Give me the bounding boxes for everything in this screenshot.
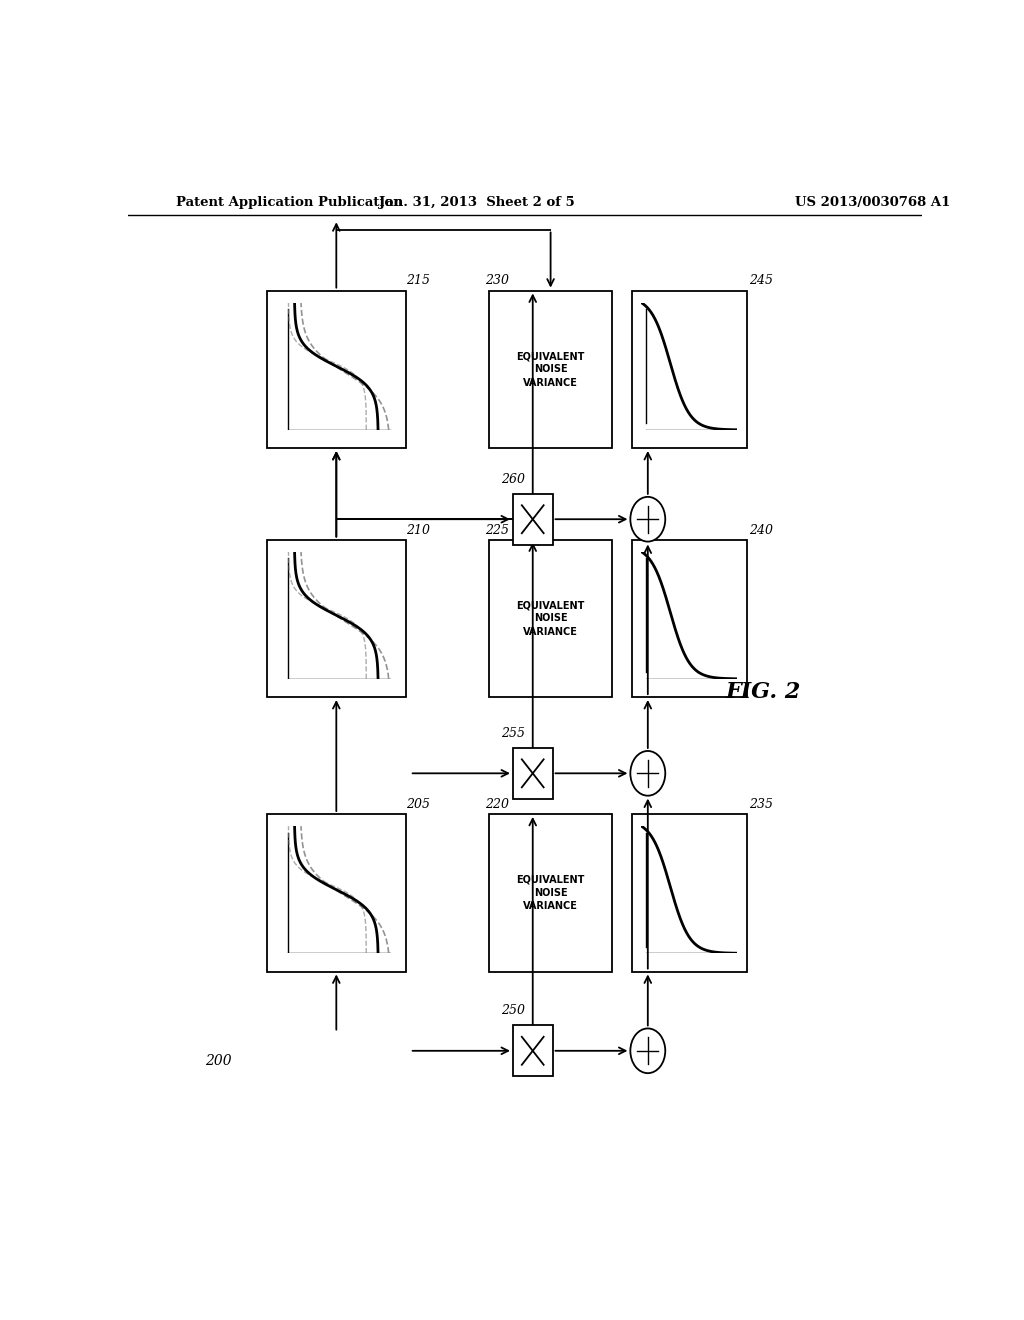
Text: 215: 215	[406, 275, 430, 288]
Text: 235: 235	[750, 797, 773, 810]
Text: EQUIVALENT
NOISE
VARIANCE: EQUIVALENT NOISE VARIANCE	[516, 351, 585, 388]
Text: 245: 245	[750, 275, 773, 288]
Text: 210: 210	[406, 524, 430, 536]
Text: 200: 200	[205, 1053, 231, 1068]
Text: US 2013/0030768 A1: US 2013/0030768 A1	[795, 195, 950, 209]
Text: 225: 225	[485, 524, 509, 536]
Circle shape	[631, 496, 666, 541]
Bar	[489, 290, 612, 447]
Text: 255: 255	[501, 727, 524, 739]
Text: 250: 250	[501, 1005, 524, 1018]
Text: 240: 240	[750, 524, 773, 536]
Text: FIG. 2: FIG. 2	[725, 681, 801, 704]
Bar	[489, 540, 612, 697]
Text: 205: 205	[406, 797, 430, 810]
Bar	[489, 814, 612, 972]
Circle shape	[631, 751, 666, 796]
Circle shape	[631, 1028, 666, 1073]
Text: EQUIVALENT
NOISE
VARIANCE: EQUIVALENT NOISE VARIANCE	[516, 875, 585, 911]
Bar	[267, 814, 406, 972]
Bar	[513, 494, 553, 545]
Bar	[632, 290, 748, 447]
Bar	[513, 748, 553, 799]
Bar	[513, 1026, 553, 1076]
Text: Patent Application Publication: Patent Application Publication	[176, 195, 402, 209]
Bar	[267, 290, 406, 447]
Text: Jan. 31, 2013  Sheet 2 of 5: Jan. 31, 2013 Sheet 2 of 5	[379, 195, 575, 209]
Text: 230: 230	[485, 275, 509, 288]
Text: EQUIVALENT
NOISE
VARIANCE: EQUIVALENT NOISE VARIANCE	[516, 601, 585, 636]
Text: 260: 260	[501, 473, 524, 486]
Bar	[267, 540, 406, 697]
Text: 220: 220	[485, 797, 509, 810]
Bar	[632, 540, 748, 697]
Bar	[632, 814, 748, 972]
